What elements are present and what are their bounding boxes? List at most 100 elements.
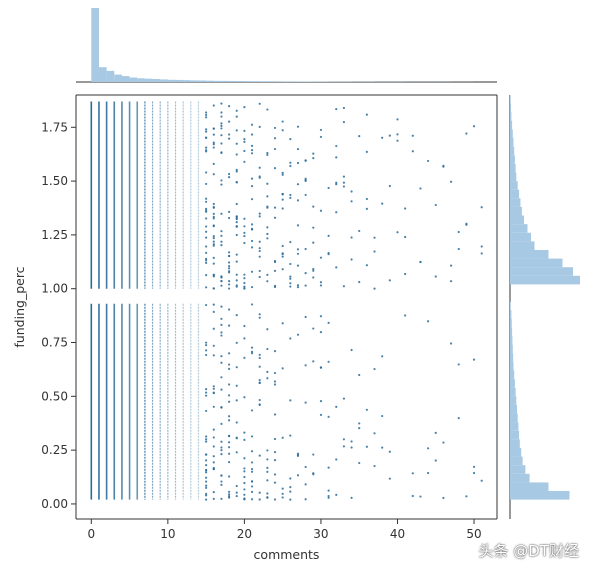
y-tick-label: 1.75 [41, 120, 68, 134]
scatter-point [205, 480, 208, 483]
scatter-point [365, 207, 368, 210]
scatter-point [235, 279, 238, 282]
y-tick-label: 1.00 [41, 282, 68, 296]
scatter-point [227, 475, 231, 478]
scatter-point [273, 380, 277, 383]
x-marginal-bar [91, 8, 99, 82]
scatter-point [335, 458, 338, 461]
scatter-point [227, 105, 231, 108]
scatter-point [212, 461, 215, 464]
scatter-point [472, 465, 476, 468]
x-marginal-bar [106, 70, 115, 82]
axes: 0 10 20 30 40 50 0.00 0.25 0.50 0.75 1.00 1.25 1.50 1… [12, 94, 498, 562]
scatter-point [258, 240, 261, 243]
scatter-point [235, 494, 238, 498]
scatter-point [227, 251, 231, 254]
scatter-point [250, 467, 254, 471]
x-tick-label: 0 [87, 527, 95, 541]
scatter-point [266, 182, 269, 185]
scatter-point [258, 313, 261, 316]
scatter-point [266, 195, 269, 198]
scatter-point [227, 133, 231, 136]
scatter-point [212, 244, 215, 247]
x-marginal-bar [206, 80, 214, 82]
scatter-point [205, 484, 208, 487]
scatter-point [365, 408, 368, 411]
scatter-point [296, 474, 300, 477]
scatter-point [205, 171, 208, 174]
scatter-point [342, 185, 346, 188]
scatter-point [312, 276, 315, 279]
scatter-point [273, 481, 277, 484]
scatter-point [319, 128, 323, 132]
scatter-point [281, 244, 284, 248]
scatter-point [227, 324, 231, 327]
scatter-point [250, 177, 254, 180]
scatter-point [212, 287, 215, 290]
scatter-point [205, 113, 208, 117]
scatter-point [358, 229, 361, 233]
scatter-point [327, 496, 330, 499]
scatter-point [312, 152, 315, 155]
scatter-point [212, 436, 215, 439]
scatter-point [243, 431, 246, 434]
scatter-point [266, 377, 269, 380]
scatter-point [304, 364, 307, 367]
scatter-point [220, 331, 223, 334]
scatter-point [296, 125, 300, 128]
scatter-point [266, 496, 269, 499]
scatter-point [304, 483, 307, 486]
scatter-point [227, 419, 231, 422]
scatter-point [327, 321, 330, 324]
scatter-point [227, 383, 231, 386]
scatter-point [250, 198, 254, 201]
scatter-point [358, 373, 361, 377]
scatter-point [243, 225, 246, 228]
scatter-point [220, 212, 223, 215]
scatter-point [250, 461, 254, 464]
y-tick-label: 0.25 [41, 443, 68, 457]
scatter-point [281, 192, 284, 196]
scatter-point [289, 434, 292, 437]
scatter-point [250, 246, 254, 249]
scatter-point [235, 168, 238, 172]
scatter-point [266, 347, 269, 351]
x-marginal-bar [229, 80, 237, 82]
scatter-point [266, 153, 269, 157]
scatter-point [212, 262, 215, 265]
scatter-point [281, 496, 284, 499]
scatter-point [227, 176, 231, 179]
scatter-point [404, 314, 407, 317]
scatter-point [227, 461, 231, 464]
scatter-point [205, 286, 208, 289]
scatter-point [335, 144, 338, 148]
scatter-point [205, 130, 208, 133]
scatter-point [327, 415, 330, 418]
scatter-point [250, 185, 254, 188]
scatter-point [227, 267, 231, 270]
scatter-point [289, 277, 292, 280]
x-marginal-bar [221, 80, 230, 82]
y-marginal-bar [510, 370, 515, 380]
scatter-point [205, 217, 208, 220]
scatter-point [335, 156, 338, 159]
scatter-point [212, 240, 215, 243]
scatter-point [205, 236, 208, 239]
scatter-point [365, 113, 368, 116]
scatter-point [281, 171, 284, 174]
scatter-point [319, 209, 323, 212]
scatter-point [243, 488, 246, 491]
scatter-point [235, 491, 238, 494]
scatter-point [266, 151, 269, 155]
scatter-point [289, 240, 292, 244]
scatter-point [205, 459, 208, 462]
scatter-point [342, 445, 346, 448]
y-marginal-bar [510, 336, 513, 345]
scatter-point [342, 106, 346, 110]
scatter-point [388, 279, 391, 282]
y-marginal-bar [510, 413, 518, 423]
scatter-point [273, 137, 277, 140]
scatter-point [243, 337, 246, 340]
scatter-point [220, 124, 223, 127]
scatter-point [220, 440, 223, 443]
